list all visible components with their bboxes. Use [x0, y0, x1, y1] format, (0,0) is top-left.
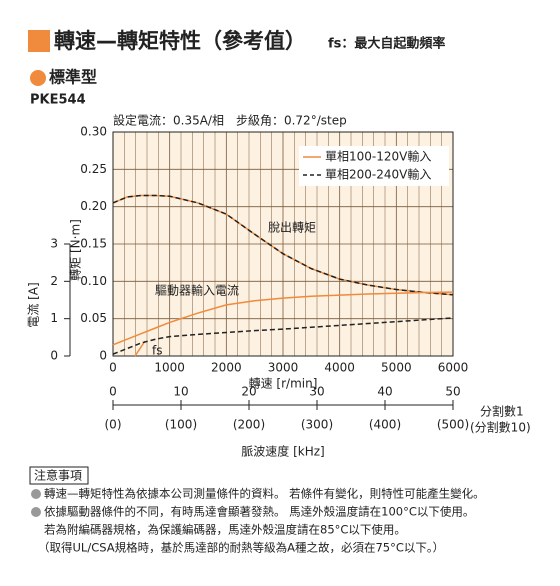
y-tick-label: 0.20 — [80, 199, 107, 213]
y-axis-label: 轉矩 [N·m] — [69, 219, 83, 281]
annotation: 驅動器輸入電流 — [155, 283, 239, 298]
bullet — [31, 489, 41, 499]
y2-tick-label: 3 — [50, 237, 58, 251]
fs-line — [134, 340, 146, 357]
y-tick-label: 0 — [99, 349, 107, 363]
pulse-div10-tick-label: (100) — [165, 418, 197, 432]
notes-box — [29, 466, 89, 485]
y2-tick-label: 1 — [50, 311, 58, 325]
condition: 設定電流：0.35A/相 步級角：0.72°/step — [113, 113, 347, 128]
annotation: 脫出轉矩 — [268, 220, 316, 235]
pulse-div10-tick-label: (300) — [301, 418, 333, 432]
page-title: 轉速—轉矩特性（參考值） — [54, 29, 306, 53]
x-tick-label: 4000 — [324, 361, 355, 375]
x-tick-label: 2000 — [211, 361, 242, 375]
note: 若為附編碼器規格，為保護編碼器，馬達外殼溫度請在85°C以下使用。 — [44, 523, 406, 537]
pulse-tick-label: 20 — [241, 385, 256, 399]
y2-tick-label: 0 — [50, 349, 58, 363]
note: 依據驅動器條件的不同，有時馬達會顯著發熱。 馬達外殼溫度請在100°C以下使用。 — [44, 505, 474, 519]
annotation: fs — [152, 344, 162, 358]
x-axis-label: 轉速 [r/min] — [249, 377, 318, 391]
series-line — [112, 194, 454, 296]
note: 轉速—轉矩特性為依據本公司測量條件的資料。 若條件有變化，則特性可能產生變化。 — [44, 487, 485, 501]
pulse-div10-label: (分割數10) — [470, 420, 531, 435]
pulse-div1-label: 分割數1 — [480, 404, 524, 419]
model: PKE544 — [30, 93, 86, 108]
notes-title: 注意事項 — [34, 468, 82, 483]
pulse-tick-label: 0 — [109, 385, 117, 399]
pulse-axis-label: 脈波速度 [kHz] — [241, 444, 324, 459]
y2-tick-label: 2 — [50, 274, 58, 288]
legend-bg — [299, 146, 449, 186]
bullet — [31, 507, 41, 517]
y-tick-label: 0.10 — [80, 274, 107, 288]
fs-note: fs：最大自起動頻率 — [328, 36, 445, 52]
y2-axis-label: 電流 [A] — [27, 282, 41, 327]
section-marker — [30, 70, 46, 86]
legend-label: 單相200-240V輸入 — [325, 167, 431, 182]
y-tick-label: 0.30 — [80, 125, 107, 139]
x-tick-label: 1000 — [154, 361, 185, 375]
series-line — [112, 291, 454, 346]
note: （取得UL/CSA規格時，基於馬達部的耐熱等級為A種之故，必須在75°C以下。） — [38, 541, 444, 555]
pulse-div10-tick-label: (200) — [233, 418, 265, 432]
pulse-tick-label: 40 — [377, 385, 392, 399]
x-tick-label: 5000 — [381, 361, 412, 375]
y-tick-label: 0.15 — [80, 237, 107, 251]
x-tick-label: 0 — [109, 361, 117, 375]
pulse-tick-label: 50 — [445, 385, 460, 399]
pulse-div10-tick-label: (400) — [369, 418, 401, 432]
pulse-div10-tick-label: (0) — [105, 418, 122, 432]
x-tick-label: 3000 — [268, 361, 299, 375]
pulse-tick-label: 10 — [173, 385, 188, 399]
x-tick-label: 6000 — [438, 361, 469, 375]
plot-frame — [112, 131, 454, 357]
pulse-div10-tick-label: (500) — [437, 418, 469, 432]
title-marker — [28, 30, 50, 52]
series-line — [112, 317, 454, 355]
y-tick-label: 0.25 — [80, 162, 107, 176]
pulse-tick-label: 30 — [309, 385, 324, 399]
y-tick-label: 0.05 — [80, 311, 107, 325]
section-title: 標準型 — [49, 68, 97, 87]
legend-label: 單相100-120V輸入 — [325, 149, 431, 164]
